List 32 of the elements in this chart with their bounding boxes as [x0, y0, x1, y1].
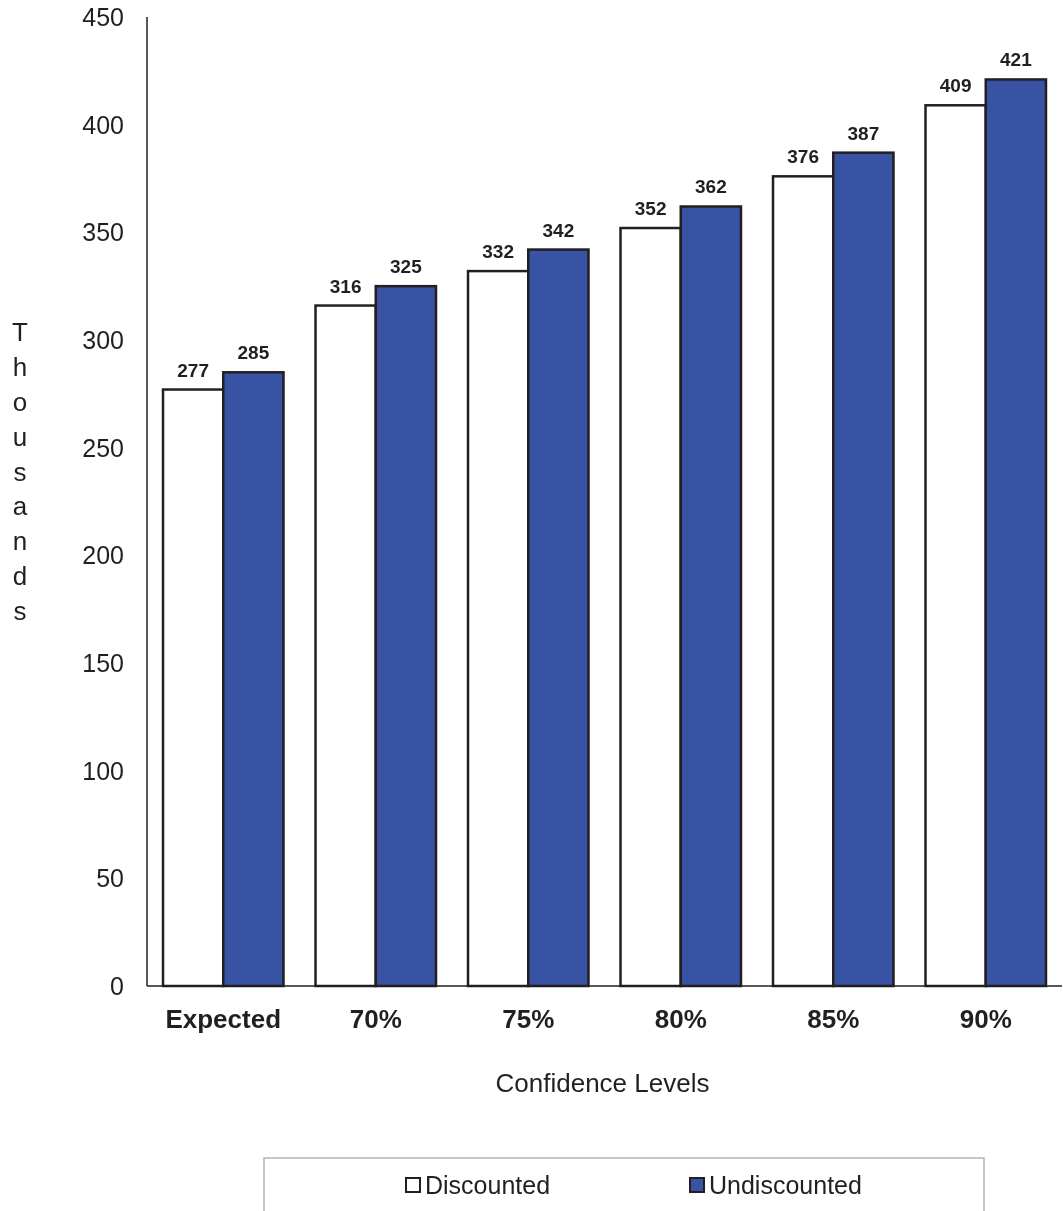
x-tick-label: 75%: [502, 1004, 555, 1034]
x-tick-label: 85%: [807, 1004, 860, 1034]
text: Thousands: [12, 317, 28, 626]
legend-label: Discounted: [425, 1171, 551, 1199]
data-label: 352: [634, 198, 667, 220]
legend-label: Undiscounted: [709, 1171, 862, 1199]
data-label: 342: [542, 219, 575, 241]
y-tick-label: 450: [82, 3, 124, 31]
x-tick-label: Expected: [165, 1004, 282, 1034]
y-tick-label: 350: [82, 218, 124, 247]
y-tick-label: 200: [82, 541, 124, 570]
x-tick-label: 80%: [654, 1004, 707, 1034]
data-label: 376: [787, 146, 819, 168]
data-label: 362: [695, 176, 727, 198]
y-tick-label: 50: [96, 864, 124, 893]
data-label: 387: [847, 122, 880, 144]
data-label: 325: [390, 256, 423, 278]
y-tick-label: 100: [82, 756, 124, 785]
y-tick-label: 250: [82, 433, 124, 462]
data-label: 421: [1000, 49, 1033, 71]
x-tick-label: 90%: [959, 1004, 1012, 1034]
y-tick-label: 400: [82, 110, 124, 139]
x-axis-title: Confidence Levels: [495, 1068, 710, 1098]
data-label: 285: [237, 342, 270, 364]
data-label: 277: [177, 359, 209, 381]
data-label: 332: [482, 241, 514, 263]
y-tick-label: 150: [82, 649, 124, 677]
data-label: 409: [939, 75, 972, 97]
data-label: 316: [329, 275, 362, 297]
x-tick-label: 70%: [349, 1004, 402, 1034]
y-tick-label: 300: [82, 326, 124, 354]
y-tick-label: 0: [110, 972, 124, 1000]
